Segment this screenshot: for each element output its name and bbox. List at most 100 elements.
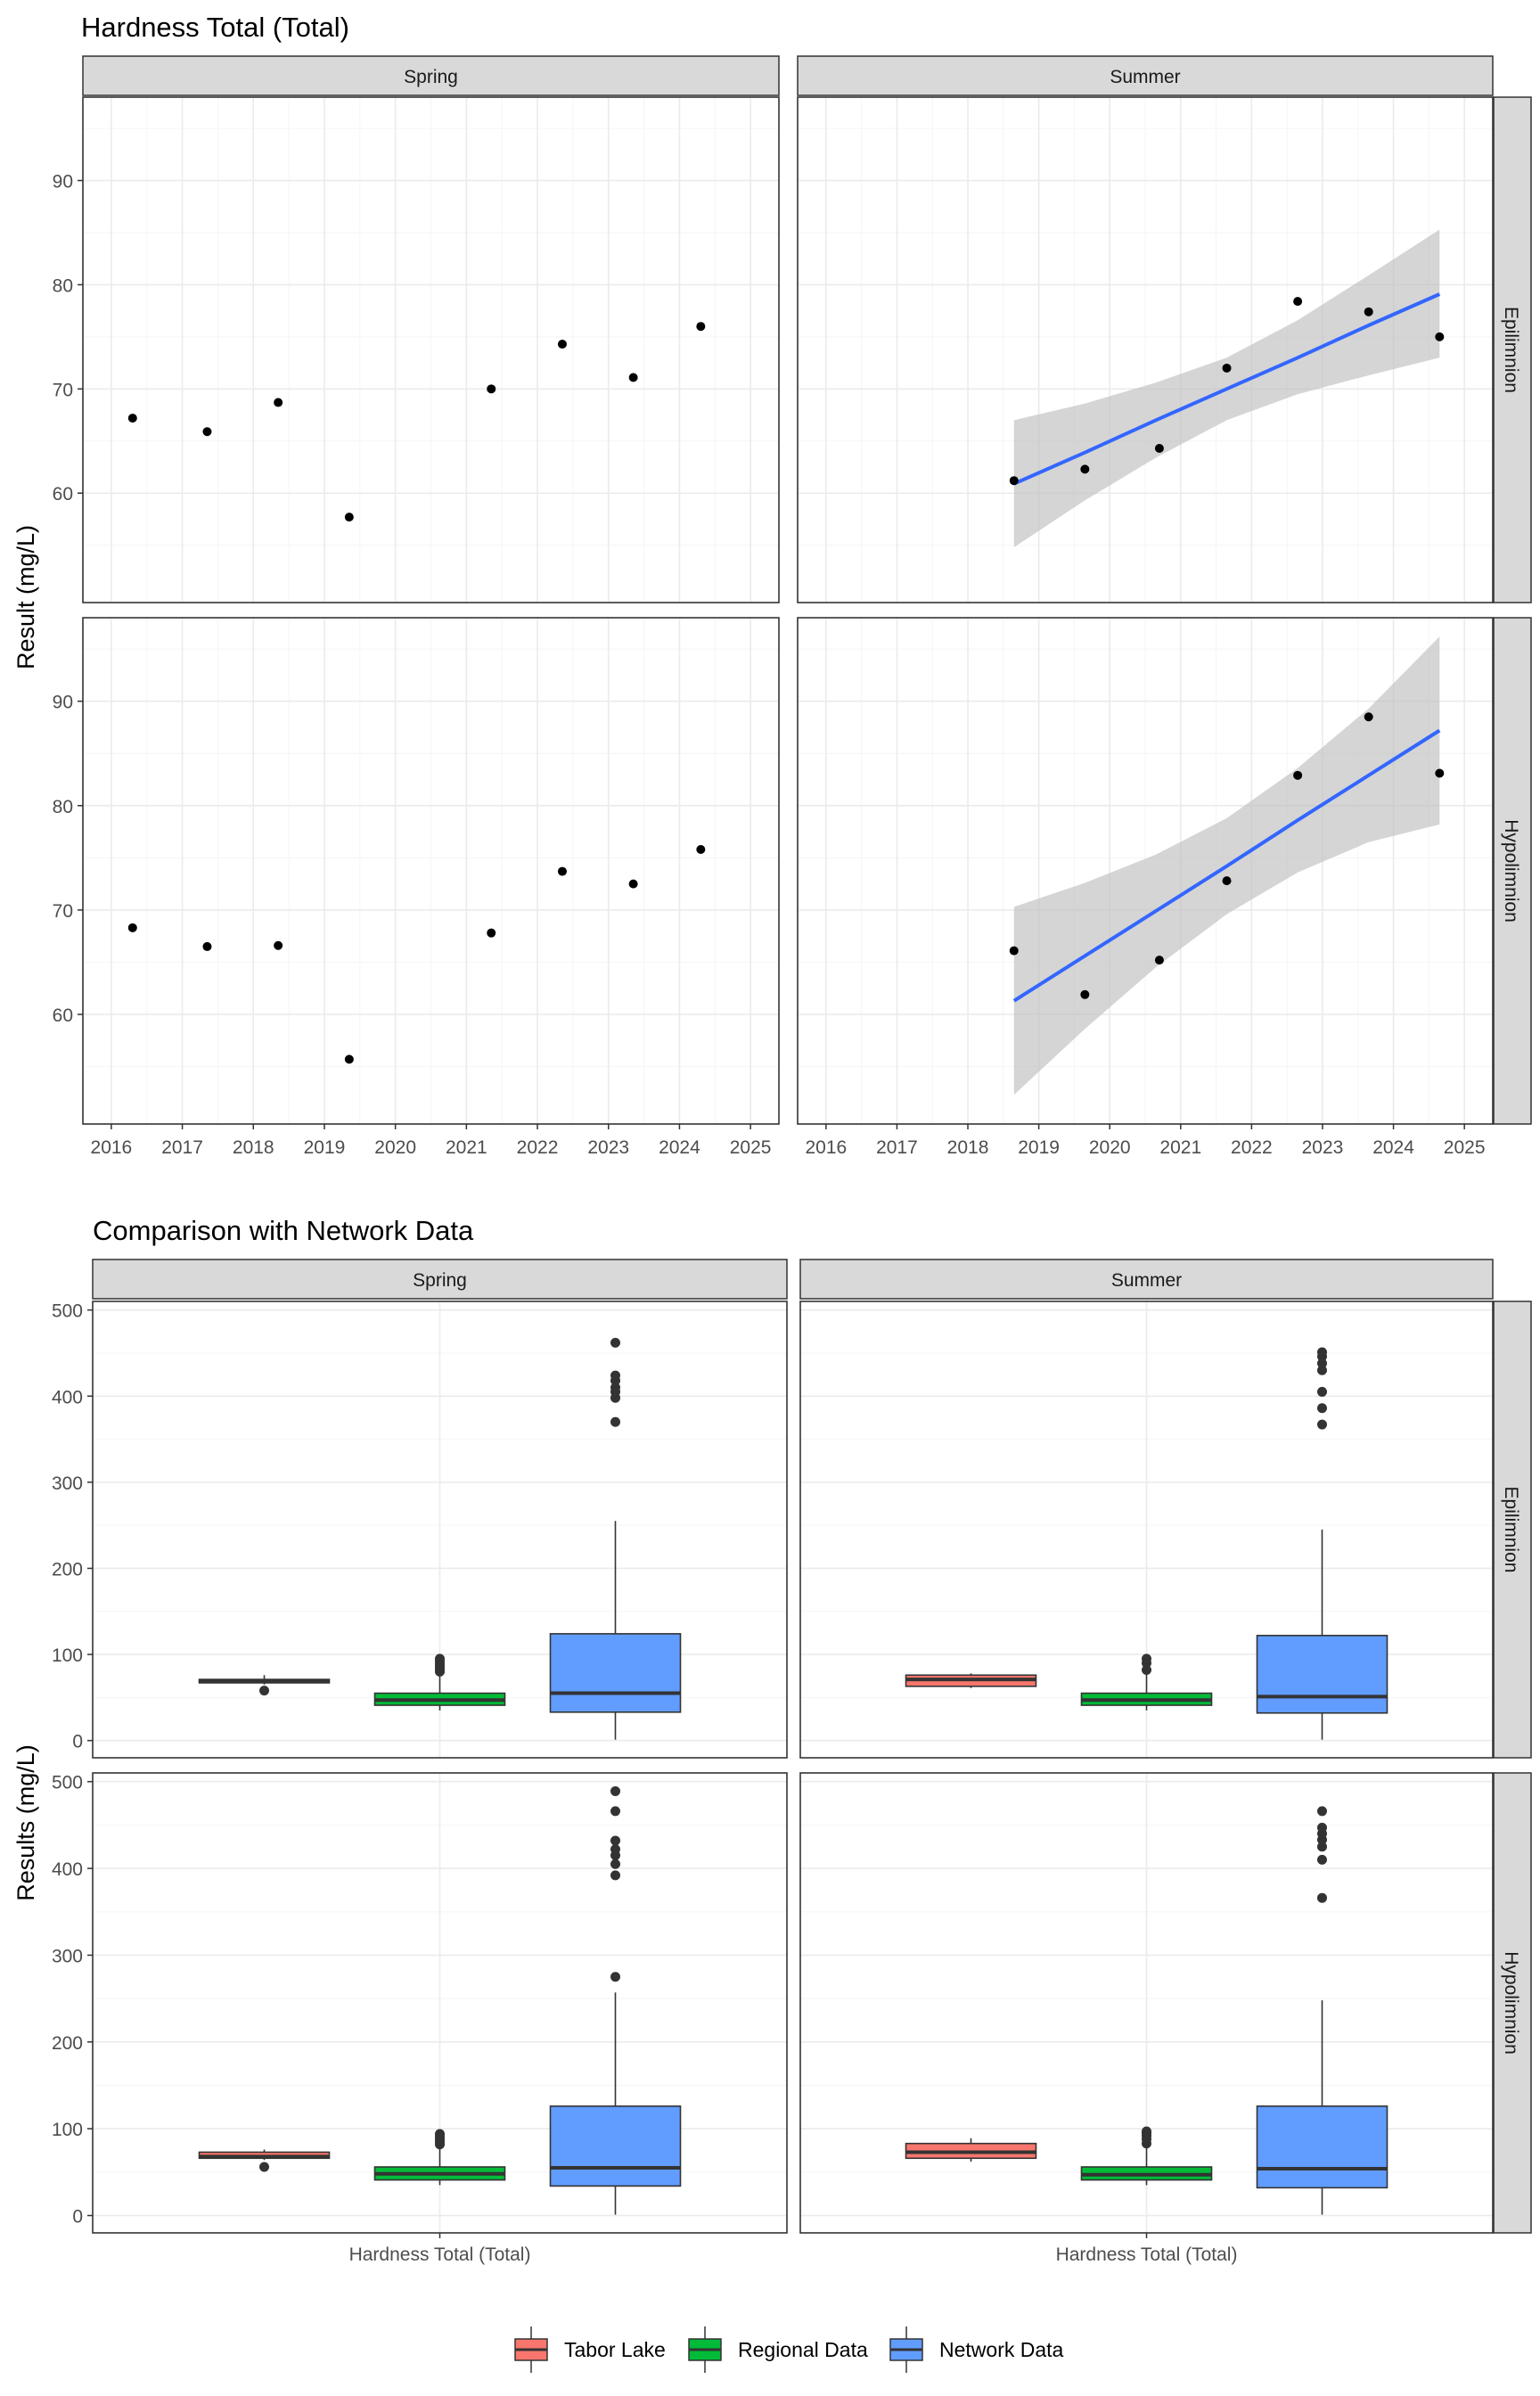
chart-1: Spring Summer Epilimnion Hypolimnion 60 70 80 9… [53,55,1532,1158]
box-tabor-lake [905,2138,1037,2162]
data-point [202,427,212,437]
chart-1-panel-epilimnion-spring [82,96,780,603]
chart-1-strip-label-spring: Spring [404,67,458,87]
data-point [1009,946,1019,956]
chart-2-strip-summer [799,1259,1494,1300]
y-tick-label: 500 [52,1301,83,1322]
x-tick-label: Hardness Total (Total) [1056,2244,1238,2265]
x-tick-label: 2023 [1302,1137,1344,1158]
y-tick-label: 90 [53,172,73,193]
box-iqr [1256,2105,1388,2189]
box-iqr [549,2105,682,2187]
panel-border [92,1301,788,1759]
y-tick-label: 70 [53,380,73,400]
panel-border [799,1301,1494,1759]
y-tick-label: 200 [52,1559,83,1580]
data-point [344,513,354,522]
outlier-point [610,1806,620,1817]
legend-label-network-data: Network Data [939,2338,1064,2361]
box-network-data [549,1337,682,1740]
x-tick-label: 2019 [304,1137,346,1158]
chart-2-title: Comparison with Network Data [93,1215,474,1246]
outlier-point [435,1653,445,1664]
data-point [1009,476,1019,486]
box-iqr [1256,1635,1388,1714]
y-tick-label: 60 [53,1005,73,1026]
data-point [127,923,137,932]
box-regional-data [1080,2126,1213,2186]
chart-2-strip-label-summer: Summer [1111,1270,1182,1291]
panel-border [82,617,780,1125]
chart-1-row-strip-label-epilimnion: Epilimnion [1501,307,1521,393]
outlier-point [610,1835,620,1846]
outlier-point [1317,1842,1327,1852]
x-tick-label: 2018 [947,1137,989,1158]
y-tick-label: 100 [52,1645,83,1666]
outlier-point [259,1686,269,1696]
data-point [274,398,283,407]
outlier-point [610,1859,620,1869]
x-tick-label: 2025 [1444,1137,1486,1158]
y-tick-label: 300 [52,1473,83,1494]
outlier-point [1142,1653,1151,1664]
chart-1-y-axis-title: Result (mg/L) [12,525,39,669]
chart-2: Spring Summer Epilimnion Hypolimnion 0 100 200… [52,1259,1532,2265]
data-point [274,940,283,950]
data-point [557,340,567,349]
data-point [1222,876,1232,886]
x-tick-label: Hardness Total (Total) [349,2244,531,2265]
data-point [487,384,496,394]
data-point [1080,989,1090,999]
x-tick-label: 2023 [587,1137,629,1158]
y-tick-label: 500 [52,1773,83,1793]
data-point [344,1054,354,1064]
legend-entry-network-data: Network Data [889,2326,1064,2373]
outlier-point [610,1416,620,1427]
outlier-point [1317,1806,1327,1817]
x-tick-label: 2024 [659,1137,700,1158]
data-point [628,373,638,382]
y-tick-label: 200 [52,2033,83,2054]
data-point [1222,363,1232,373]
x-tick-label: 2017 [161,1137,203,1158]
chart-1-strip-spring [82,55,780,96]
y-tick-label: 90 [53,693,73,713]
panel-border [797,617,1494,1125]
outlier-point [1317,1347,1327,1358]
chart-1-row-strip-hypolimnion [1493,617,1532,1125]
chart-2-panel-hypolimnion-summer [799,1772,1494,2234]
outlier-point [1317,1892,1327,1903]
y-tick-label: 100 [52,2120,83,2140]
box-network-data [1256,1806,1388,2215]
chart-1-panel-epilimnion-summer [797,96,1494,603]
x-tick-label: 2018 [233,1137,274,1158]
chart-2-panel-epilimnion-summer [799,1301,1494,1759]
legend-entry-tabor-lake: Tabor Lake [514,2326,666,2373]
x-tick-label: 2024 [1372,1137,1414,1158]
data-point [696,322,706,332]
outlier-point [1317,1358,1327,1369]
outlier-point [1317,1854,1327,1865]
box-regional-data [373,2129,506,2186]
panel-border [797,96,1494,603]
data-point [557,866,567,876]
data-point [1154,443,1164,453]
chart-1-title: Hardness Total (Total) [81,12,349,43]
box-tabor-lake [198,2149,331,2172]
data-point [628,879,638,889]
chart-1-row-strip-label-hypolimnion: Hypolimnion [1501,819,1521,923]
data-point [1293,770,1303,780]
box-regional-data [1080,1653,1213,1711]
y-tick-label: 70 [53,901,73,922]
outlier-point [1317,1365,1327,1375]
data-point [1293,297,1303,307]
outlier-point [610,1370,620,1381]
legend-label-tabor-lake: Tabor Lake [564,2338,666,2361]
data-point [696,844,706,854]
data-point [1364,307,1373,316]
y-tick-label: 400 [52,1859,83,1880]
chart-2-row-strip-label-epilimnion: Epilimnion [1501,1487,1521,1573]
box-tabor-lake [198,1675,331,1696]
outlier-point [610,1383,620,1393]
